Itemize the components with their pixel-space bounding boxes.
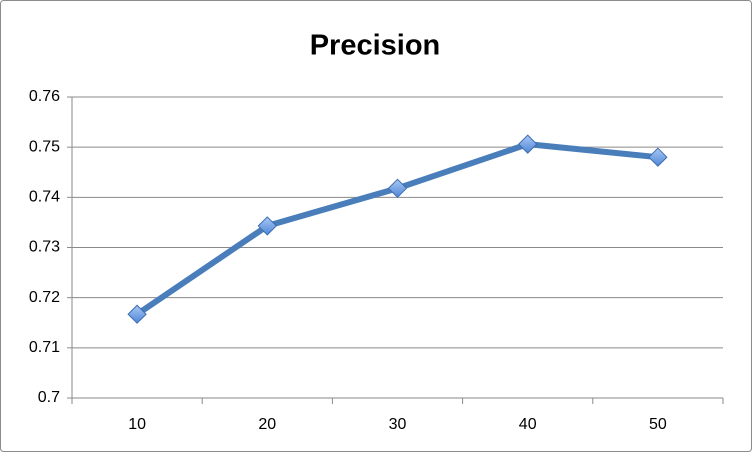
x-tick-label: 20 xyxy=(258,416,276,433)
y-tick-label: 0.74 xyxy=(29,189,60,206)
x-tick-label: 30 xyxy=(389,416,407,433)
y-tick-label: 0.73 xyxy=(29,239,60,256)
x-tick-label: 40 xyxy=(519,416,537,433)
y-tick-label: 0.75 xyxy=(29,138,60,155)
data-point xyxy=(127,304,147,324)
y-tick-label: 0.71 xyxy=(29,339,60,356)
x-tick-label: 50 xyxy=(649,416,667,433)
y-tick-label: 0.7 xyxy=(38,389,60,406)
data-point xyxy=(648,147,668,167)
data-point xyxy=(257,216,278,236)
y-tick-label: 0.76 xyxy=(29,88,60,105)
data-point xyxy=(387,178,408,199)
x-tick-label: 10 xyxy=(128,416,146,433)
y-tick-label: 0.72 xyxy=(29,289,60,306)
chart-title: Precision xyxy=(310,30,441,62)
data-point xyxy=(517,134,538,154)
